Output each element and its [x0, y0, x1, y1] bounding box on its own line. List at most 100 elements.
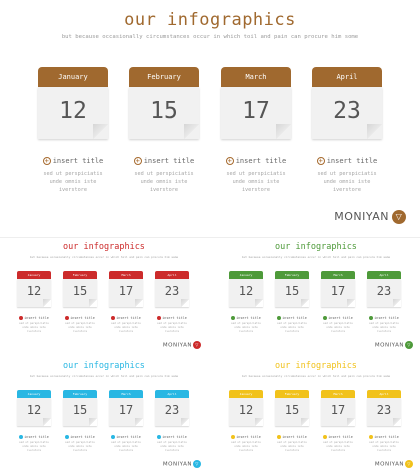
page-curl-icon — [43, 299, 51, 307]
page-curl-icon — [89, 299, 97, 307]
item-description: sed ut perspiciatis unde omnis iste iverst… — [317, 171, 377, 194]
page-curl-icon — [393, 418, 401, 426]
slide-subtitle: but because occasionally circumstances o… — [29, 255, 179, 259]
brand-badge-icon: ▽ — [193, 460, 201, 468]
calendar-page — [367, 279, 401, 307]
plus-circle-icon: + — [42, 157, 51, 165]
bullet-dot-icon — [323, 316, 328, 320]
brand-logo: MONIYAN ▽ — [375, 460, 413, 468]
bullet-dot-icon — [157, 435, 162, 439]
calendar: April 23 — [155, 271, 189, 307]
item-title: + insert title — [316, 157, 378, 165]
item-title: insert title — [314, 435, 362, 439]
page-curl-icon — [255, 299, 263, 307]
item-description: sed ut perspiciatis unde omnis iste iverst… — [369, 322, 399, 333]
item-description: sed ut perspiciatis unde omnis iste iverst… — [134, 171, 194, 194]
calendar-month: April — [367, 271, 401, 279]
calendar-page — [17, 279, 51, 307]
divider — [0, 237, 420, 238]
page-curl-icon — [393, 299, 401, 307]
item-description: sed ut perspiciatis unde omnis iste iverst… — [65, 441, 95, 452]
calendar-month: March — [109, 390, 143, 398]
item-title: insert title — [360, 316, 408, 320]
item-title: insert title — [268, 435, 316, 439]
calendar-month: March — [221, 67, 291, 87]
item-description: sed ut perspiciatis unde omnis iste iverst… — [323, 322, 353, 333]
item-title: insert title — [56, 435, 104, 439]
calendar-day: 15 — [284, 284, 300, 298]
calendar-page — [321, 279, 355, 307]
calendar: February 15 — [63, 271, 97, 307]
slide-subtitle: but because occasionally circumstances o… — [241, 255, 391, 259]
item-description: sed ut perspiciatis unde omnis iste iverst… — [231, 441, 261, 452]
bullet-dot-icon — [157, 316, 162, 320]
brand-logo: MONIYAN ▽ — [163, 341, 201, 349]
calendar-page — [275, 279, 309, 307]
item-description: sed ut perspiciatis unde omnis iste iverst… — [277, 441, 307, 452]
item-description: sed ut perspiciatis unde omnis iste iverst… — [65, 322, 95, 333]
calendar-page — [109, 398, 143, 426]
plus-circle-icon: + — [225, 157, 234, 165]
calendar-month: April — [155, 390, 189, 398]
item-title: insert title — [102, 316, 150, 320]
calendar-month: February — [129, 67, 199, 87]
calendar-page — [312, 87, 382, 139]
item-title: insert title — [222, 316, 270, 320]
calendar: April 23 — [367, 390, 401, 426]
bullet-dot-icon — [369, 316, 374, 320]
page-curl-icon — [276, 124, 291, 139]
calendar-page — [155, 398, 189, 426]
item-description: sed ut perspiciatis unde omnis iste iverst… — [19, 441, 49, 452]
calendar-month: January — [17, 390, 51, 398]
brand-logo: MONIYAN ▽ — [163, 460, 201, 468]
calendar-day: 15 — [72, 403, 88, 417]
slide-subtitle: but because occasionally circumstances o… — [241, 374, 391, 378]
item-title: insert title — [102, 435, 150, 439]
calendar-month: March — [321, 271, 355, 279]
calendar-month: January — [17, 271, 51, 279]
calendar-day: 12 — [238, 284, 254, 298]
calendar-day: 17 — [330, 284, 346, 298]
calendar-month: January — [229, 271, 263, 279]
item-description: sed ut perspiciatis unde omnis iste iverst… — [111, 441, 141, 452]
calendar-day: 15 — [72, 284, 88, 298]
bullet-dot-icon — [231, 316, 236, 320]
slide-title: our infographics — [63, 361, 145, 371]
item-title: + insert title — [133, 157, 195, 165]
brand-badge-icon: ▽ — [193, 341, 201, 349]
slide-title: our infographics — [275, 361, 357, 371]
calendar-page — [367, 398, 401, 426]
slide-subtitle: but because occasionally circumstances o… — [61, 34, 359, 40]
bullet-dot-icon — [369, 435, 374, 439]
page-curl-icon — [89, 418, 97, 426]
calendar: March 17 — [321, 271, 355, 307]
plus-circle-icon: + — [316, 157, 325, 165]
item-title: insert title — [314, 316, 362, 320]
calendar-page — [155, 279, 189, 307]
calendar-page — [63, 279, 97, 307]
calendar-day: 17 — [118, 403, 134, 417]
calendar-page — [221, 87, 291, 139]
slide-title: our infographics — [124, 10, 296, 30]
slide-title: our infographics — [275, 242, 357, 252]
page-curl-icon — [181, 299, 189, 307]
slide-title: our infographics — [63, 242, 145, 252]
calendar-month: March — [321, 390, 355, 398]
page-curl-icon — [184, 124, 199, 139]
bullet-dot-icon — [111, 435, 116, 439]
item-title: insert title — [148, 316, 196, 320]
item-title: insert title — [148, 435, 196, 439]
item-description: sed ut perspiciatis unde omnis iste iverst… — [111, 322, 141, 333]
brand-badge-icon: ▽ — [405, 460, 413, 468]
brand-logo: MONIYAN ▽ — [334, 210, 406, 224]
calendar: March 17 — [109, 390, 143, 426]
calendar-month: April — [367, 390, 401, 398]
bullet-dot-icon — [231, 435, 236, 439]
brand-logo: MONIYAN ▽ — [375, 341, 413, 349]
bullet-dot-icon — [277, 435, 282, 439]
bullet-dot-icon — [323, 435, 328, 439]
calendar-day: 12 — [26, 403, 42, 417]
bullet-dot-icon — [19, 435, 24, 439]
calendar-month: April — [312, 67, 382, 87]
calendar: April 23 — [155, 390, 189, 426]
